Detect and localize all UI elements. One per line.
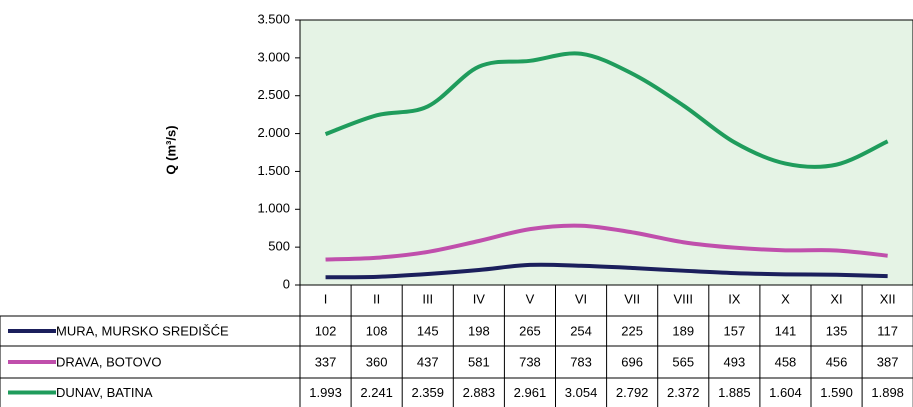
table-value: 1.993: [309, 385, 342, 400]
table-value: 157: [723, 323, 745, 338]
series-line: [325, 223, 888, 262]
y-tick-label: 2.500: [257, 87, 290, 102]
table-value: 2.792: [616, 385, 649, 400]
table-value: 696: [621, 354, 643, 369]
y-tick-label: 1.500: [257, 163, 290, 178]
y-tick-label: 500: [268, 239, 290, 254]
legend-label: DUNAV, BATINA: [56, 385, 153, 400]
x-tick-label: VII: [624, 291, 640, 306]
x-tick-label: VIII: [673, 291, 693, 306]
table-value: 387: [877, 354, 899, 369]
table-value: 783: [570, 354, 592, 369]
x-tick-label: VI: [575, 291, 587, 306]
table-value: 265: [519, 323, 541, 338]
table-value: 135: [826, 323, 848, 338]
table-value: 458: [775, 354, 797, 369]
legend-label: DRAVA, BOTOVO: [56, 354, 161, 369]
y-tick-label: 1.000: [257, 201, 290, 216]
table-value: 565: [672, 354, 694, 369]
table-value: 198: [468, 323, 490, 338]
y-tick-label: 0: [283, 276, 290, 291]
table-value: 254: [570, 323, 592, 338]
series-line: [325, 262, 888, 280]
y-tick-label: 3.000: [257, 49, 290, 64]
x-tick-label: XI: [830, 291, 842, 306]
y-tick-label: 3.500: [257, 11, 290, 26]
table-value: 141: [775, 323, 797, 338]
x-tick-label: IX: [728, 291, 741, 306]
table-value: 437: [417, 354, 439, 369]
table-value: 1.604: [769, 385, 802, 400]
table-value: 360: [366, 354, 388, 369]
table-value: 493: [723, 354, 745, 369]
table-value: 2.883: [463, 385, 496, 400]
x-tick-label: IV: [473, 291, 486, 306]
table-value: 456: [826, 354, 848, 369]
series-line: [324, 51, 889, 169]
table-value: 1.590: [820, 385, 853, 400]
x-tick-label: III: [422, 291, 433, 306]
table-value: 108: [366, 323, 388, 338]
x-tick-label: V: [526, 291, 535, 306]
table-value: 225: [621, 323, 643, 338]
table-value: 189: [672, 323, 694, 338]
table-value: 2.359: [411, 385, 444, 400]
x-tick-label: II: [373, 291, 380, 306]
table-value: 581: [468, 354, 490, 369]
table-value: 3.054: [565, 385, 598, 400]
x-tick-label: I: [324, 291, 328, 306]
table-value: 2.372: [667, 385, 700, 400]
y-axis-label: Q (m³/s): [163, 125, 178, 174]
table-value: 117: [877, 323, 898, 338]
x-tick-label: XII: [880, 291, 896, 306]
table-value: 102: [315, 323, 337, 338]
table-value: 145: [417, 323, 439, 338]
table-value: 1.885: [718, 385, 751, 400]
table-value: 337: [315, 354, 337, 369]
table-value: 1.898: [871, 385, 904, 400]
table-value: 738: [519, 354, 541, 369]
table-value: 2.961: [514, 385, 547, 400]
legend-label: MURA, MURSKO SREDIŠĆE: [56, 323, 229, 338]
table-value: 2.241: [360, 385, 393, 400]
y-tick-label: 2.000: [257, 125, 290, 140]
x-tick-label: X: [781, 291, 790, 306]
plot-area: [299, 19, 913, 286]
